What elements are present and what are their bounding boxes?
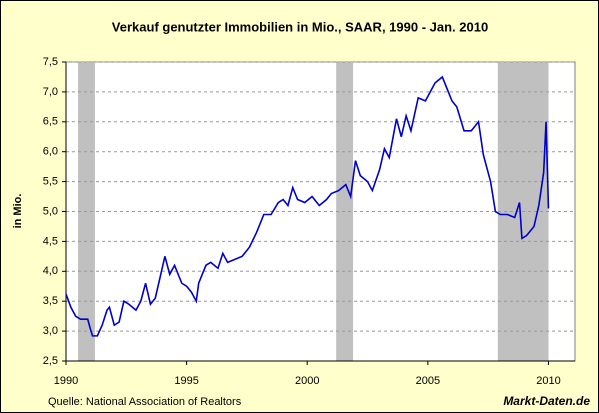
y-tick-label: 4,5: [43, 235, 58, 247]
y-tick-label: 5,0: [43, 205, 58, 217]
x-tick-label: 1990: [54, 375, 78, 387]
source: Quelle: National Association of Realtors: [48, 396, 242, 408]
x-tick-label: 2005: [416, 375, 440, 387]
chart-title: Verkauf genutzter Immobilien in Mio., SA…: [112, 19, 488, 34]
y-tick-label: 7,0: [43, 86, 58, 98]
line: [65, 75, 550, 337]
y-tick-label: 2,5: [43, 355, 58, 367]
x-tick-label: 2010: [536, 375, 560, 387]
y-tick-label: 3,0: [43, 325, 58, 337]
y-tick-label: 6,0: [43, 146, 58, 158]
watermark: Markt-Daten.de: [503, 394, 590, 408]
y-tick-label: 3,5: [43, 295, 58, 307]
y-tick-label: 7,5: [43, 56, 58, 68]
x-tick-label: 2000: [295, 375, 319, 387]
y-tick-label: 4,0: [43, 265, 58, 277]
y-tick-label: 5,5: [43, 176, 58, 188]
y-tick-label: 6,5: [43, 116, 58, 128]
x-tick-label: 1995: [174, 375, 198, 387]
y-axis-label: in Mio.: [12, 194, 24, 229]
